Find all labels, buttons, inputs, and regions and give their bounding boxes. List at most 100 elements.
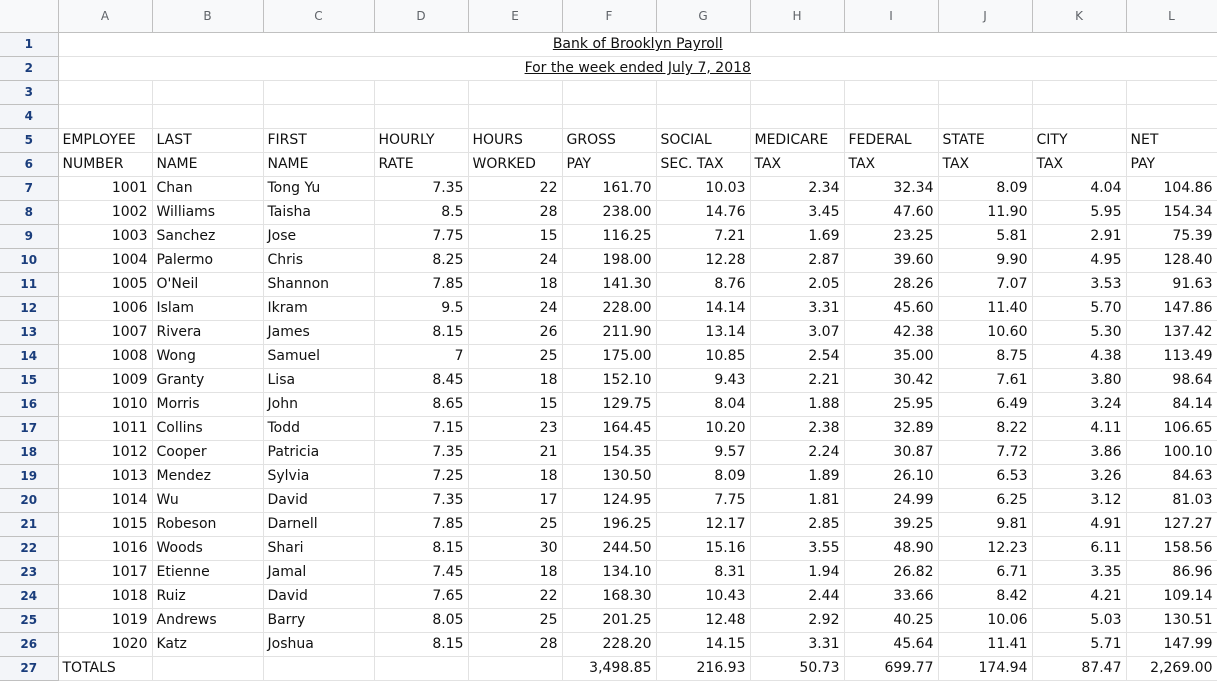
employee-cell[interactable]: 10.20: [656, 416, 751, 441]
employee-cell[interactable]: 9.57: [656, 440, 751, 465]
employee-cell[interactable]: 8.15: [374, 536, 469, 561]
employee-cell[interactable]: 28.26: [844, 272, 939, 297]
employee-cell[interactable]: 11.90: [938, 200, 1033, 225]
column-label[interactable]: FIRST: [263, 128, 375, 153]
employee-cell[interactable]: 1017: [58, 560, 153, 585]
employee-cell[interactable]: 33.66: [844, 584, 939, 609]
total-cell[interactable]: [374, 656, 469, 681]
column-label[interactable]: TAX: [938, 152, 1033, 177]
row-header-7[interactable]: 7: [0, 176, 59, 201]
employee-cell[interactable]: 3.55: [750, 536, 845, 561]
employee-cell[interactable]: Todd: [263, 416, 375, 441]
empty-cell[interactable]: [1126, 80, 1217, 105]
column-header-j[interactable]: J: [938, 0, 1033, 33]
employee-cell[interactable]: 1019: [58, 608, 153, 633]
select-all-corner[interactable]: [0, 0, 59, 33]
employee-cell[interactable]: 75.39: [1126, 224, 1217, 249]
employee-cell[interactable]: Lisa: [263, 368, 375, 393]
employee-cell[interactable]: 91.63: [1126, 272, 1217, 297]
empty-cell[interactable]: [263, 104, 375, 129]
column-label[interactable]: HOURLY: [374, 128, 469, 153]
employee-cell[interactable]: 8.45: [374, 368, 469, 393]
employee-cell[interactable]: 84.63: [1126, 464, 1217, 489]
employee-cell[interactable]: 1.88: [750, 392, 845, 417]
employee-cell[interactable]: 7.61: [938, 368, 1033, 393]
employee-cell[interactable]: 12.28: [656, 248, 751, 273]
employee-cell[interactable]: 147.99: [1126, 632, 1217, 657]
employee-cell[interactable]: 2.54: [750, 344, 845, 369]
column-header-c[interactable]: C: [263, 0, 375, 33]
employee-cell[interactable]: Palermo: [152, 248, 264, 273]
employee-cell[interactable]: 8.04: [656, 392, 751, 417]
column-label[interactable]: NET: [1126, 128, 1217, 153]
employee-cell[interactable]: 2.21: [750, 368, 845, 393]
employee-cell[interactable]: 109.14: [1126, 584, 1217, 609]
employee-cell[interactable]: 25: [468, 608, 563, 633]
employee-cell[interactable]: Williams: [152, 200, 264, 225]
empty-cell[interactable]: [374, 80, 469, 105]
employee-cell[interactable]: 201.25: [562, 608, 657, 633]
employee-cell[interactable]: 22: [468, 176, 563, 201]
employee-cell[interactable]: 8.5: [374, 200, 469, 225]
total-cell[interactable]: 174.94: [938, 656, 1033, 681]
employee-cell[interactable]: 25: [468, 344, 563, 369]
employee-cell[interactable]: 2.24: [750, 440, 845, 465]
column-header-i[interactable]: I: [844, 0, 939, 33]
employee-cell[interactable]: 7.21: [656, 224, 751, 249]
employee-cell[interactable]: 2.05: [750, 272, 845, 297]
empty-cell[interactable]: [1032, 104, 1127, 129]
employee-cell[interactable]: 8.25: [374, 248, 469, 273]
employee-cell[interactable]: Joshua: [263, 632, 375, 657]
employee-cell[interactable]: Ruiz: [152, 584, 264, 609]
employee-cell[interactable]: 3.53: [1032, 272, 1127, 297]
employee-cell[interactable]: Chris: [263, 248, 375, 273]
employee-cell[interactable]: 141.30: [562, 272, 657, 297]
row-header-22[interactable]: 22: [0, 536, 59, 561]
employee-cell[interactable]: 4.04: [1032, 176, 1127, 201]
total-cell[interactable]: 699.77: [844, 656, 939, 681]
column-label[interactable]: TAX: [844, 152, 939, 177]
column-label[interactable]: STATE: [938, 128, 1033, 153]
column-label[interactable]: MEDICARE: [750, 128, 845, 153]
employee-cell[interactable]: 26: [468, 320, 563, 345]
empty-cell[interactable]: [1126, 104, 1217, 129]
employee-cell[interactable]: 39.60: [844, 248, 939, 273]
employee-cell[interactable]: 134.10: [562, 560, 657, 585]
employee-cell[interactable]: O'Neil: [152, 272, 264, 297]
employee-cell[interactable]: 164.45: [562, 416, 657, 441]
employee-cell[interactable]: 17: [468, 488, 563, 513]
row-header-16[interactable]: 16: [0, 392, 59, 417]
employee-cell[interactable]: 8.15: [374, 632, 469, 657]
employee-cell[interactable]: 7.72: [938, 440, 1033, 465]
employee-cell[interactable]: 3.24: [1032, 392, 1127, 417]
employee-cell[interactable]: 2.92: [750, 608, 845, 633]
employee-cell[interactable]: 1009: [58, 368, 153, 393]
column-header-b[interactable]: B: [152, 0, 264, 33]
employee-cell[interactable]: 5.81: [938, 224, 1033, 249]
employee-cell[interactable]: 7.65: [374, 584, 469, 609]
employee-cell[interactable]: 8.09: [656, 464, 751, 489]
employee-cell[interactable]: Shannon: [263, 272, 375, 297]
employee-cell[interactable]: 175.00: [562, 344, 657, 369]
column-label[interactable]: TAX: [1032, 152, 1127, 177]
column-header-a[interactable]: A: [58, 0, 153, 33]
column-label[interactable]: NUMBER: [58, 152, 153, 177]
column-header-f[interactable]: F: [562, 0, 657, 33]
employee-cell[interactable]: 1018: [58, 584, 153, 609]
employee-cell[interactable]: 128.40: [1126, 248, 1217, 273]
employee-cell[interactable]: Jamal: [263, 560, 375, 585]
employee-cell[interactable]: 7.35: [374, 440, 469, 465]
employee-cell[interactable]: Patricia: [263, 440, 375, 465]
employee-cell[interactable]: 1008: [58, 344, 153, 369]
total-cell[interactable]: [263, 656, 375, 681]
employee-cell[interactable]: 14.76: [656, 200, 751, 225]
employee-cell[interactable]: 158.56: [1126, 536, 1217, 561]
employee-cell[interactable]: 15: [468, 224, 563, 249]
employee-cell[interactable]: 23: [468, 416, 563, 441]
employee-cell[interactable]: 18: [468, 272, 563, 297]
employee-cell[interactable]: Darnell: [263, 512, 375, 537]
employee-cell[interactable]: 129.75: [562, 392, 657, 417]
empty-cell[interactable]: [844, 104, 939, 129]
employee-cell[interactable]: David: [263, 488, 375, 513]
employee-cell[interactable]: 7.07: [938, 272, 1033, 297]
